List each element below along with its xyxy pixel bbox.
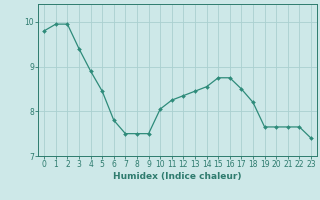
X-axis label: Humidex (Indice chaleur): Humidex (Indice chaleur) — [113, 172, 242, 181]
